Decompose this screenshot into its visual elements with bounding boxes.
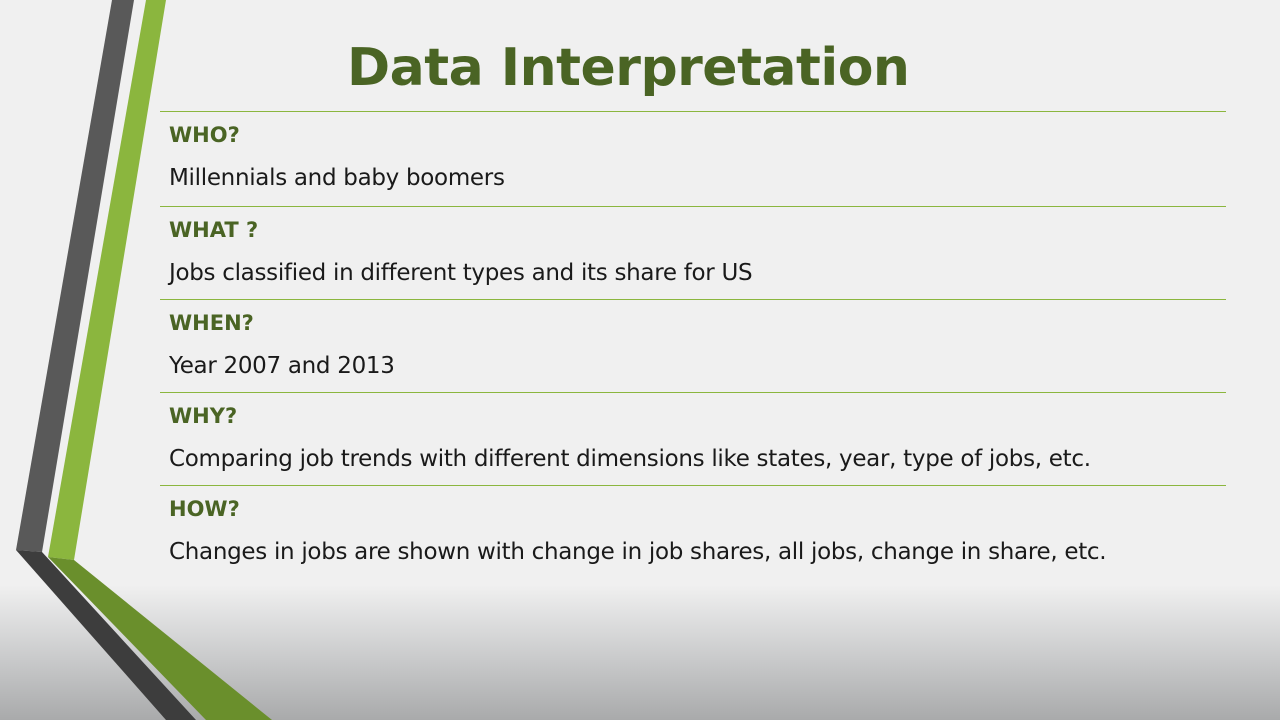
- row-value: Year 2007 and 2013: [169, 353, 395, 379]
- table-row-why: WHY? Comparing job trends with different…: [160, 392, 1226, 485]
- table-row-what: WHAT ? Jobs classified in different type…: [160, 206, 1226, 299]
- row-value: Comparing job trends with different dime…: [169, 446, 1091, 472]
- slide-title: Data Interpretation: [347, 38, 910, 98]
- row-label: WHO?: [169, 123, 240, 147]
- gray-stripe: [16, 0, 134, 552]
- green-stripe-lower: [48, 557, 272, 720]
- row-label: WHAT ?: [169, 218, 259, 242]
- row-value: Millennials and baby boomers: [169, 165, 505, 191]
- table-row-how: HOW? Changes in jobs are shown with chan…: [160, 485, 1226, 578]
- green-stripe: [48, 0, 166, 560]
- gray-stripe-lower: [16, 550, 196, 720]
- row-label: WHY?: [169, 404, 238, 428]
- table-row-when: WHEN? Year 2007 and 2013: [160, 299, 1226, 392]
- row-value: Changes in jobs are shown with change in…: [169, 539, 1107, 565]
- table-row-who: WHO? Millennials and baby boomers: [160, 111, 1226, 206]
- row-value: Jobs classified in different types and i…: [169, 260, 753, 286]
- row-label: WHEN?: [169, 311, 254, 335]
- interpretation-table: WHO? Millennials and baby boomers WHAT ?…: [160, 111, 1226, 578]
- row-label: HOW?: [169, 497, 240, 521]
